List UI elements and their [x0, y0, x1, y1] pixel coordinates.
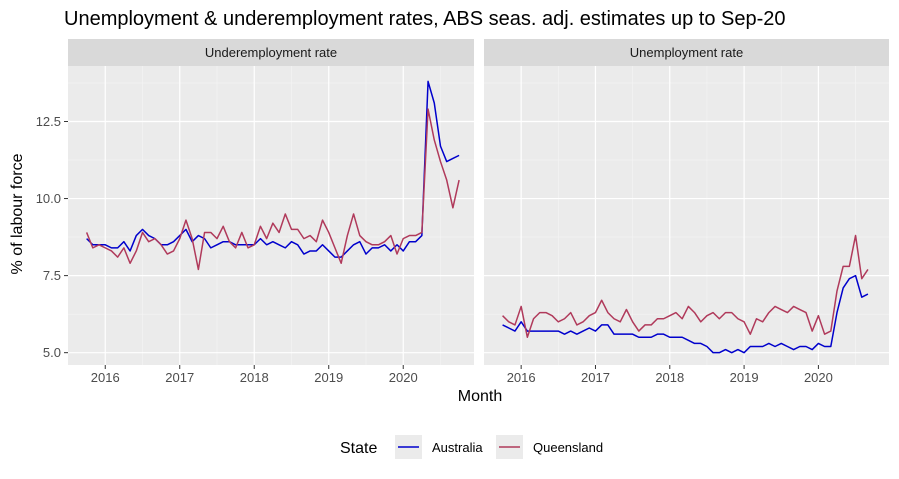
y-tick-label: 12.5	[36, 114, 61, 129]
facet-strip-label: Unemployment rate	[630, 45, 743, 60]
plot-background	[68, 66, 474, 365]
x-tick-label: 2020	[804, 370, 833, 385]
panel-underemployment: Underemployment rate 5.0 7.5 10.0 12.5 2016 20…	[36, 39, 474, 385]
legend-label: Queensland	[533, 440, 603, 455]
facet-strip	[68, 39, 474, 66]
facet-strip	[484, 39, 889, 66]
x-tick-label: 2017	[581, 370, 610, 385]
plot-background	[484, 66, 889, 365]
legend-title: State	[340, 440, 377, 457]
x-tick-label: 2017	[165, 370, 194, 385]
x-tick-label: 2019	[314, 370, 343, 385]
x-tick-label: 2016	[91, 370, 120, 385]
series-line-australia	[86, 80, 460, 258]
y-tick-label: 7.5	[43, 268, 61, 283]
x-tick-label: 2018	[240, 370, 269, 385]
x-tick-label: 2016	[507, 370, 536, 385]
y-axis-title: % of labour force	[9, 153, 26, 274]
legend-item-queensland: Queensland	[496, 435, 603, 459]
x-axis-title: Month	[458, 388, 502, 405]
series-line-queensland	[85, 108, 460, 271]
series-line-queensland	[502, 234, 869, 339]
legend-item-australia: Australia	[395, 435, 483, 459]
facet-strip-label: Underemployment rate	[205, 45, 337, 60]
panels: Underemployment rate 5.0 7.5 10.0 12.5 2016 20…	[36, 39, 889, 385]
x-tick-label: 2019	[730, 370, 759, 385]
chart-title: Unemployment & underemployment rates, AB…	[64, 8, 785, 30]
panel-unemployment: Unemployment rate 2016 2017 2018 2019 2020	[484, 39, 889, 385]
x-tick-label: 2018	[655, 370, 684, 385]
legend: State Australia Queensland	[340, 435, 603, 459]
x-tick-label: 2020	[389, 370, 418, 385]
y-tick-label: 5.0	[43, 345, 61, 360]
legend-label: Australia	[432, 440, 483, 455]
y-tick-label: 10.0	[36, 191, 61, 206]
series-line-australia	[502, 274, 869, 354]
